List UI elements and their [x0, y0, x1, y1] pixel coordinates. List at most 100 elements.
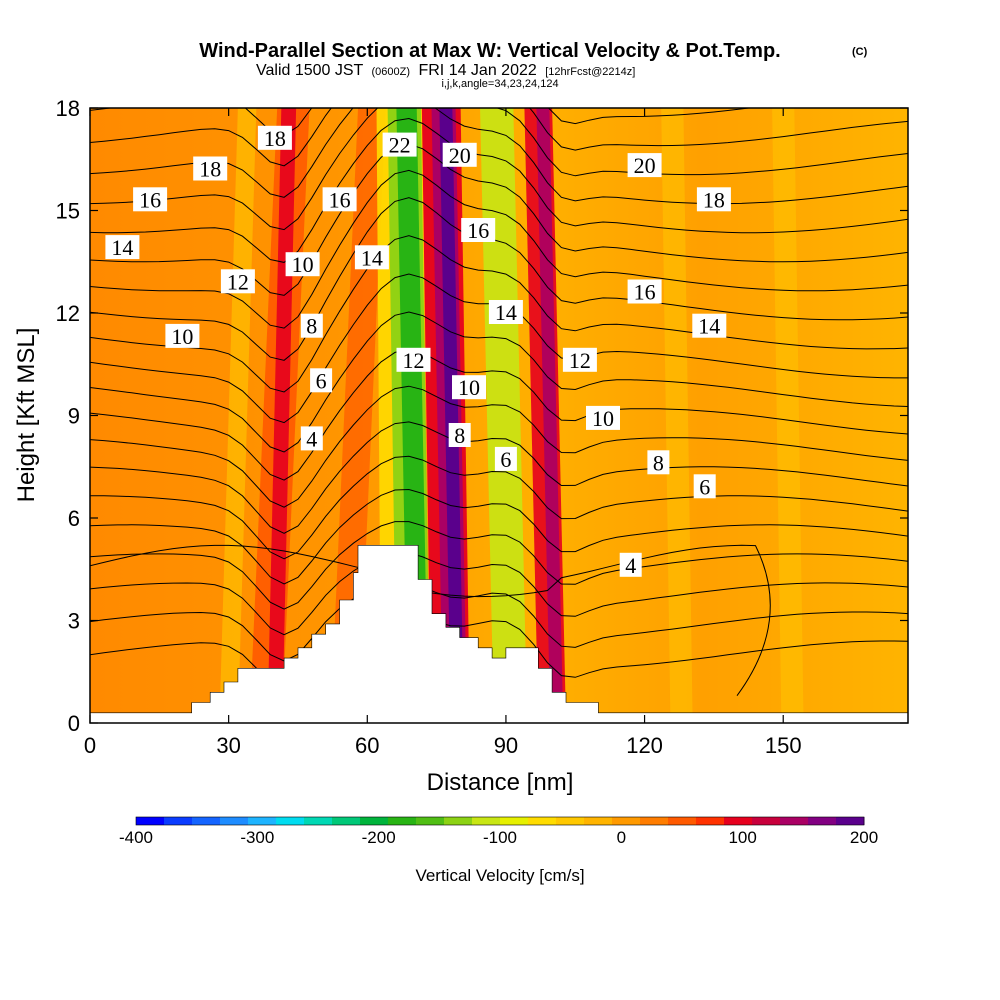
contour-label-4: 12: [220, 269, 255, 294]
contour-label-28: 4: [619, 552, 642, 578]
contour-label-box: [562, 347, 597, 372]
contour-label-box: [354, 245, 389, 270]
contour-label-8: 16: [322, 187, 357, 212]
contour-label-text: 6: [699, 474, 710, 499]
contour-label-text: 22: [389, 133, 411, 158]
colorbar-swatch: [556, 817, 585, 825]
contour-label-11: 8: [300, 313, 323, 339]
contour-label-17: 10: [452, 375, 486, 400]
contour-label-text: 4: [306, 426, 317, 451]
contour-label-text: 20: [449, 143, 471, 168]
theta-contour-16: [90, 108, 908, 231]
valid-date: FRI 14 Jan 2022: [418, 62, 536, 79]
theta-contour-1: [90, 581, 908, 662]
colorbar-swatch: [276, 817, 305, 825]
y-tick-label: 3: [68, 609, 80, 634]
valid-time: Valid 1500 JST (0600Z) FRI 14 Jan 2022 […: [256, 62, 635, 79]
x-tick-label: 120: [626, 733, 663, 758]
velocity-band-5: [396, 108, 429, 723]
theta-contour-18: [90, 108, 908, 167]
theta-contour-8: [90, 348, 908, 481]
contour-label-text: 20: [634, 153, 656, 178]
contour-label-text: 8: [454, 423, 465, 448]
contour-label-box: [300, 426, 323, 451]
x-tick-label: 90: [494, 733, 518, 758]
contour-label-text: 10: [171, 324, 193, 349]
colorbar-swatch: [724, 817, 753, 825]
contour-label-14: 16: [461, 218, 496, 243]
contour-label-1: 18: [193, 156, 228, 182]
title-block: Wind-Parallel Section at Max W: Vertical…: [199, 40, 867, 90]
contour-label-text: 16: [634, 280, 656, 305]
theta-contour-0: [90, 611, 908, 689]
grid-indices: i,j,k,angle=34,23,24,124: [441, 78, 558, 90]
contour-label-box: [488, 300, 523, 324]
contour-label-box: [586, 405, 620, 430]
contour-label-21: 18: [696, 187, 731, 212]
colorbar-swatch: [164, 817, 193, 825]
y-tick-label: 12: [56, 301, 80, 326]
theta-contour-11: [90, 235, 908, 393]
x-tick-label: 60: [355, 733, 379, 758]
colorbar-swatch: [248, 817, 277, 825]
contour-label-3: 14: [105, 235, 140, 260]
contour-label-text: 10: [592, 406, 614, 431]
contour-label-text: 18: [199, 157, 221, 182]
theta-contour-9: [90, 311, 908, 453]
contour-label-text: 6: [316, 368, 327, 393]
colorbar-swatch: [780, 817, 809, 825]
colorbar-swatch: [584, 817, 613, 825]
colorbar-swatch: [528, 817, 557, 825]
contour-label-box: [693, 474, 716, 499]
contour-label-box: [619, 552, 642, 577]
colorbar: -400 -300 -200 -100 0 100 200: [119, 816, 878, 847]
x-tick-label: 30: [216, 733, 240, 758]
contour-label-text: 14: [698, 314, 720, 339]
contour-label-5: 10: [165, 323, 200, 349]
colorbar-swatch: [696, 817, 725, 825]
colorbar-swatch: [360, 817, 389, 825]
colorbar-swatch: [444, 817, 473, 825]
colorbar-swatch: [220, 817, 249, 825]
y-tick-label: 6: [68, 506, 80, 531]
contour-label-text: 12: [227, 269, 249, 294]
valid-prefix: Valid 1500 JST: [256, 62, 364, 79]
contour-label-box: [627, 153, 662, 178]
contour-label-18: 8: [448, 423, 471, 448]
colorbar-frame: [135, 816, 865, 826]
y-tick-label: 18: [56, 96, 80, 121]
velocity-band-9: [480, 108, 528, 723]
contour-label-box: [452, 375, 486, 400]
colorbar-tick-label: 200: [850, 828, 878, 847]
colorbar-tick-label: -200: [362, 828, 396, 847]
y-axis: 0 3 6 9 12 15 18: [56, 96, 908, 736]
contour-label-text: 18: [264, 126, 286, 151]
colorbar-label: Vertical Velocity [cm/s]: [415, 866, 584, 885]
contour-label-text: 16: [329, 187, 351, 212]
colorbar-swatch: [472, 817, 501, 825]
contour-label-16: 12: [396, 347, 431, 373]
contour-label-box: [105, 235, 140, 260]
contour-label-text: 10: [292, 252, 314, 277]
colorbar-swatch: [332, 817, 361, 825]
theta-contour-6: [90, 421, 908, 534]
theta-contour-3: [90, 521, 908, 610]
contour-label-23: 14: [692, 313, 727, 339]
contour-label-box: [322, 187, 357, 212]
contour-label-text: 16: [139, 187, 161, 212]
y-tick-label: 9: [68, 404, 80, 429]
contour-label-25: 10: [586, 405, 620, 431]
theta-contour-4: [90, 544, 771, 696]
contour-label-text: 10: [458, 375, 480, 400]
title-tag: (C): [852, 46, 868, 58]
contour-label-text: 16: [467, 218, 489, 243]
chart-title: Wind-Parallel Section at Max W: Vertical…: [199, 40, 780, 62]
colorbar-tick-label: -100: [483, 828, 517, 847]
terrain: [90, 545, 908, 723]
contour-label-20: 20: [627, 153, 662, 178]
colorbar-swatch: [752, 817, 781, 825]
contour-label-box: [257, 125, 292, 150]
